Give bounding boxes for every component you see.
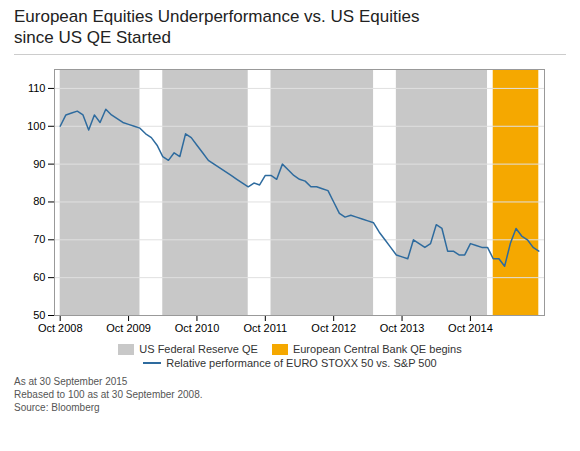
svg-text:Oct 2012: Oct 2012 <box>311 322 356 334</box>
html-text:As at 30 September 2015: As at 30 September 2015 <box>14 376 128 387</box>
svg-text:90: 90 <box>33 158 45 170</box>
svg-text:80: 80 <box>33 195 45 207</box>
svg-text:70: 70 <box>33 233 45 245</box>
svg-text:Oct 2014: Oct 2014 <box>448 322 493 334</box>
svg-text:Oct 2009: Oct 2009 <box>106 322 151 334</box>
svg-text:Oct 2008: Oct 2008 <box>38 322 83 334</box>
svg-text:50: 50 <box>33 309 45 321</box>
html-text:Rebased to 100 as at 30 Septem: Rebased to 100 as at 30 September 2008. <box>14 389 203 400</box>
svg-text:Oct 2011: Oct 2011 <box>243 322 287 334</box>
svg-text:60: 60 <box>33 271 45 283</box>
html-text:Relative performance of EURO S: Relative performance of EURO STOXX 50 vs… <box>166 357 437 369</box>
html-text:European Equities Underperform: European Equities Underperformance vs. U… <box>14 7 420 47</box>
html-text:Source: Bloomberg: Source: Bloomberg <box>14 402 100 413</box>
svg-text:Oct 2013: Oct 2013 <box>380 322 425 334</box>
html-text:US Federal Reserve QE: US Federal Reserve QE <box>139 343 258 355</box>
svg-text:Oct 2010: Oct 2010 <box>175 322 220 334</box>
svg-text:110: 110 <box>28 82 46 94</box>
html-text:European Central Bank QE begin: European Central Bank QE begins <box>292 343 462 355</box>
svg-text:100: 100 <box>27 120 45 132</box>
